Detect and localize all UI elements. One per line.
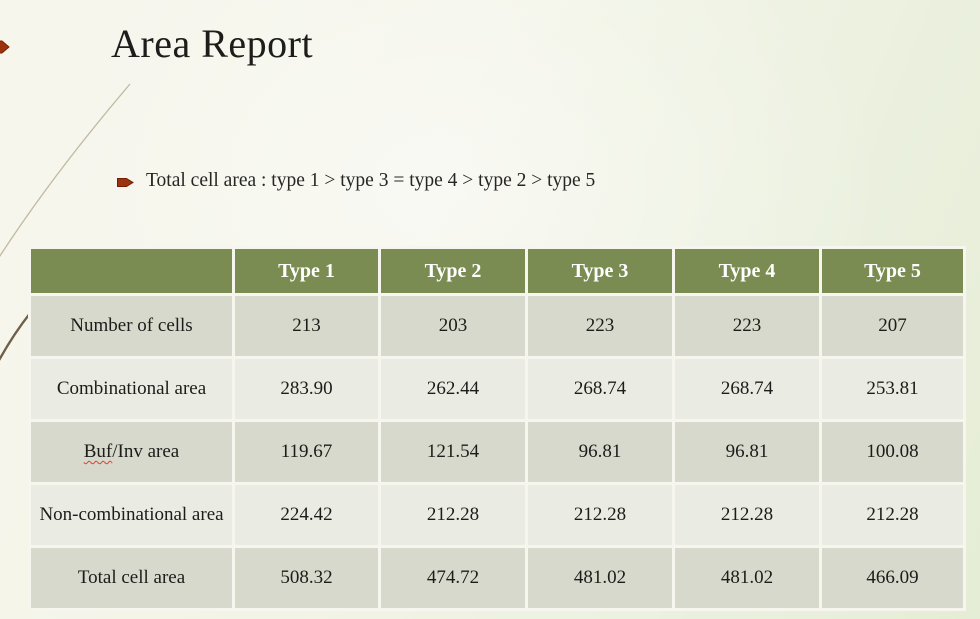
- area-table: Type 1 Type 2 Type 3 Type 4 Type 5 Number of…: [28, 246, 966, 611]
- value-cell: 481.02: [525, 545, 675, 611]
- value-cell: 268.74: [672, 356, 822, 422]
- value-cell: 283.90: [232, 356, 381, 422]
- row-label: Combinational area: [28, 356, 235, 422]
- wisp-line-light: [0, 83, 131, 258]
- value-cell: 262.44: [378, 356, 528, 422]
- value-cell: 213: [232, 293, 381, 359]
- value-cell: 212.28: [672, 482, 822, 548]
- table-body: Number of cells 213 203 223 223 207 Combinatio…: [28, 293, 966, 611]
- column-header: Type 4: [672, 246, 822, 296]
- row-label: Total cell area: [28, 545, 235, 611]
- misspelled-word: Buf: [83, 441, 113, 463]
- value-cell: 481.02: [672, 545, 822, 611]
- value-cell: 474.72: [378, 545, 528, 611]
- column-header: Type 3: [525, 246, 675, 296]
- value-cell: 100.08: [819, 419, 966, 485]
- value-cell: 96.81: [525, 419, 675, 485]
- value-cell: 212.28: [819, 482, 966, 548]
- column-header: Type 5: [819, 246, 966, 296]
- header-row: Type 1 Type 2 Type 3 Type 4 Type 5: [28, 246, 966, 296]
- value-cell: 119.67: [232, 419, 381, 485]
- row-label: Number of cells: [28, 293, 235, 359]
- value-cell: 96.81: [672, 419, 822, 485]
- value-cell: 212.28: [378, 482, 528, 548]
- value-cell: 268.74: [525, 356, 675, 422]
- arrow-right-bullet-icon: [117, 177, 134, 187]
- table-header: Type 1 Type 2 Type 3 Type 4 Type 5: [28, 246, 966, 296]
- table-row: Non-combinational area 224.42 212.28 212.28…: [28, 482, 966, 548]
- table-row: Total cell area 508.32 474.72 481.02 481.02 4…: [28, 545, 966, 611]
- value-cell: 253.81: [819, 356, 966, 422]
- bullet-text: Total cell area : type 1 > type 3 = type…: [146, 170, 596, 191]
- page-title: Area Report: [111, 21, 314, 66]
- value-cell: 466.09: [819, 545, 966, 611]
- table-row: Number of cells 213 203 223 223 207: [28, 293, 966, 359]
- table-row: Buf/Inv area 119.67 121.54 96.81 96.81 100.08: [28, 419, 966, 485]
- value-cell: 223: [525, 293, 675, 359]
- value-cell: 223: [672, 293, 822, 359]
- value-cell: 212.28: [525, 482, 675, 548]
- value-cell: 121.54: [378, 419, 528, 485]
- row-label: Non-combinational area: [28, 482, 235, 548]
- wisp-line-dark: [0, 311, 32, 361]
- value-cell: 203: [378, 293, 528, 359]
- column-header: Type 1: [232, 246, 381, 296]
- row-label: Buf/Inv area: [28, 419, 235, 485]
- corner-header-cell: [28, 246, 235, 296]
- table-row: Combinational area 283.90 262.44 268.74 268.…: [28, 356, 966, 422]
- value-cell: 508.32: [232, 545, 381, 611]
- value-cell: 207: [819, 293, 966, 359]
- bullet-item: Total cell area : type 1 > type 3 = type…: [117, 170, 595, 192]
- column-header: Type 2: [378, 246, 528, 296]
- value-cell: 224.42: [232, 482, 381, 548]
- edge-arrow-icon: [0, 40, 10, 54]
